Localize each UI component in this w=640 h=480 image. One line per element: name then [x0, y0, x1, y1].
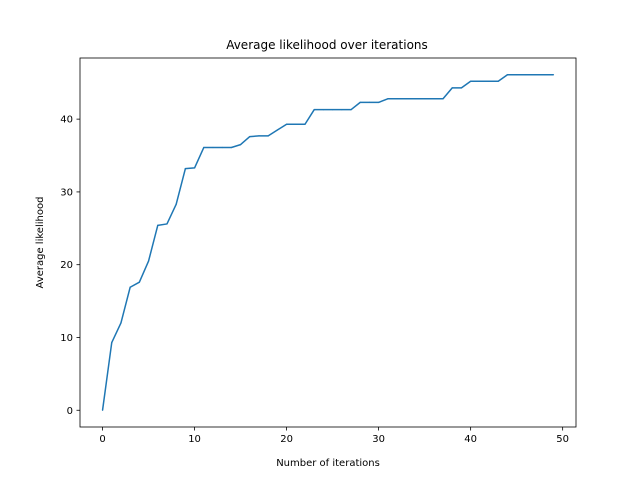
series-layer — [101, 73, 555, 411]
data-point — [350, 109, 352, 111]
data-point — [396, 98, 398, 100]
data-point — [332, 109, 334, 111]
data-point — [442, 98, 444, 100]
data-point — [276, 129, 278, 131]
data-point — [120, 322, 122, 324]
data-point — [267, 135, 269, 137]
data-point — [497, 80, 499, 82]
data-point — [368, 101, 371, 103]
data-point — [433, 98, 435, 100]
data-point — [184, 168, 186, 170]
plot-area — [79, 57, 577, 428]
data-point — [166, 223, 168, 225]
data-point — [175, 203, 177, 205]
data-point — [534, 74, 536, 76]
y-tick-label: 10 — [60, 333, 73, 344]
y-tick-label: 30 — [60, 187, 73, 198]
data-point — [258, 135, 260, 137]
data-point — [322, 109, 324, 111]
data-point — [479, 80, 481, 82]
data-point — [111, 341, 113, 344]
y-tick-label: 0 — [67, 406, 73, 417]
chart-title: Average likelihood over iterations — [226, 38, 428, 52]
data-point — [157, 224, 159, 226]
x-tick-label: 40 — [464, 434, 477, 445]
data-point — [212, 146, 214, 149]
data-point — [313, 109, 315, 111]
data-point — [230, 146, 232, 149]
data-point — [101, 409, 104, 411]
data-point — [203, 146, 205, 149]
data-point — [525, 74, 527, 76]
data-point — [239, 144, 242, 146]
data-point — [387, 98, 389, 100]
data-point — [304, 123, 306, 125]
data-point — [543, 74, 545, 76]
data-point — [405, 98, 407, 100]
data-point — [341, 109, 343, 111]
data-point — [221, 146, 223, 149]
x-tick-label: 10 — [188, 434, 201, 445]
data-point — [138, 281, 140, 283]
x-axis: 0 10 20 30 40 50 — [99, 427, 569, 445]
data-point — [506, 74, 509, 76]
data-point — [193, 167, 196, 169]
data-point — [424, 98, 426, 100]
data-point — [378, 101, 380, 103]
x-tick-label: 50 — [556, 434, 569, 445]
x-tick-label: 30 — [372, 434, 385, 445]
data-point — [249, 136, 251, 138]
data-point — [414, 98, 417, 100]
data-point — [295, 123, 297, 125]
data-point — [129, 286, 131, 288]
y-axis-label: Average likelihood — [35, 197, 46, 289]
x-axis-label: Number of iterations — [276, 458, 380, 469]
y-tick-label: 40 — [60, 115, 73, 126]
data-point — [460, 87, 463, 89]
data-point — [451, 87, 453, 89]
series-line — [101, 73, 554, 411]
data-point — [147, 260, 150, 262]
x-tick-label: 0 — [99, 434, 105, 445]
data-point — [552, 74, 555, 76]
data-point — [470, 80, 472, 82]
x-tick-label: 20 — [280, 434, 293, 445]
data-point — [516, 74, 518, 76]
y-tick-label: 20 — [60, 260, 73, 271]
y-axis: 0 10 20 30 40 — [60, 115, 80, 417]
data-point — [488, 80, 490, 82]
data-point — [285, 123, 288, 125]
data-point — [359, 101, 361, 103]
